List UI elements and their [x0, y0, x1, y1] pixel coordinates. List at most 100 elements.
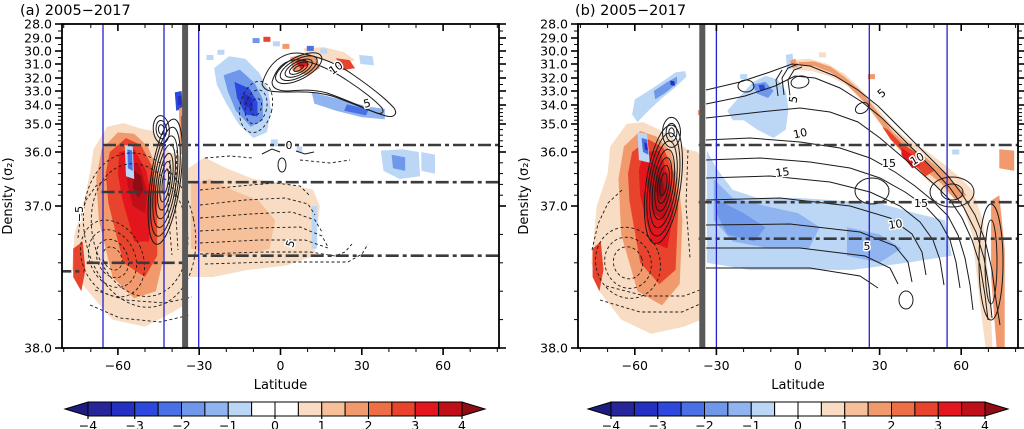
- colorbar-cell: [274, 401, 299, 417]
- contour-dashed: [77, 177, 109, 239]
- colorbar-tick-label: −4: [602, 418, 620, 429]
- contour-solid: [147, 118, 183, 245]
- y-tick-label: 32.0: [24, 71, 52, 86]
- contour-solid: [275, 52, 323, 85]
- contour-dashed: [250, 97, 263, 116]
- y-tick-label: 36.0: [540, 145, 568, 160]
- y-tick-label: 29.0: [24, 31, 52, 46]
- contour-solid: [277, 157, 287, 173]
- colorbar-tick-label: 0: [271, 418, 279, 429]
- contour-solid: [854, 177, 890, 205]
- x-tick-label: 0: [794, 358, 802, 373]
- contour-label: 5: [864, 240, 871, 253]
- contour-solid: [284, 58, 313, 78]
- colorbar-cell: [844, 401, 869, 417]
- contour-solid: [646, 132, 681, 237]
- colorbar-tick-label: 1: [841, 418, 849, 429]
- shading-blob: [296, 146, 303, 152]
- x-tick-label: 30: [872, 358, 888, 373]
- panel-title: (b) 2005−2017: [575, 3, 686, 19]
- panel-b: 5 5101015151510528.029.030.031.032.033.03…: [517, 3, 1024, 393]
- y-tick-label: 34.0: [540, 98, 568, 113]
- y-tick-label: 30.0: [540, 44, 568, 59]
- colorbar-cell: [391, 401, 416, 417]
- contour-solid: [706, 267, 879, 289]
- colorbar-tick-label: −3: [649, 418, 667, 429]
- shading-blob: [789, 58, 798, 69]
- shading-cell: [263, 36, 271, 42]
- colorbar-cell: [321, 401, 346, 417]
- shading-blob: [716, 200, 766, 242]
- contour-dashed: [244, 89, 268, 125]
- colorbar-cell: [134, 401, 159, 417]
- contour-solid: [705, 107, 989, 321]
- contour-solid: [737, 79, 755, 93]
- shading-blob: [127, 149, 133, 171]
- contour-dashed: [239, 80, 274, 133]
- contour-label: 10: [888, 217, 904, 232]
- colorbar-cell: [204, 401, 229, 417]
- y-axis-label: Density (σ₂): [517, 157, 532, 234]
- shading-blob: [901, 147, 921, 169]
- colorbar-cell: [110, 401, 136, 417]
- panel-a-plot-area: [62, 24, 499, 348]
- shading-cell: [272, 41, 280, 47]
- colorbar-tick-label: 1: [318, 418, 326, 429]
- colorbar-cell: [820, 401, 846, 417]
- colorbar-cell: [368, 401, 393, 417]
- contour-dashed: [199, 239, 329, 249]
- x-tick-label: 0: [277, 358, 285, 373]
- contour-solid: [668, 127, 675, 138]
- contour-dashed: [604, 236, 652, 289]
- x-tick-label: 30: [354, 358, 370, 373]
- contour-dashed: [591, 189, 623, 251]
- shading-blob: [311, 206, 318, 249]
- y-tick-label: 28.0: [540, 17, 568, 32]
- colorbar-cell: [727, 401, 752, 417]
- contour-solid: [288, 61, 309, 75]
- contour-solid: [665, 122, 678, 142]
- contour-solid: [898, 290, 914, 310]
- shading-blob: [999, 149, 1015, 171]
- colorbar-tick-label: −2: [172, 418, 190, 429]
- contour-dashed: [204, 243, 369, 265]
- contour-solid: [271, 59, 384, 114]
- contour-solid: [705, 175, 945, 286]
- contour-solid: [705, 63, 1001, 326]
- contour-solid: [293, 64, 305, 72]
- shading-cell: [252, 38, 260, 44]
- contour-solid: [787, 66, 803, 97]
- y-tick-label: 38.0: [24, 341, 52, 356]
- y-tick-label: 30.0: [24, 44, 52, 59]
- contour-dashed: [685, 149, 691, 259]
- y-tick-label: 35.0: [24, 117, 52, 132]
- x-tick-label: 60: [953, 358, 969, 373]
- contour-dashed: [204, 155, 253, 159]
- shading-blob: [191, 179, 276, 256]
- contour-solid: [279, 55, 318, 82]
- shading-blob: [592, 241, 604, 292]
- contour-solid: [775, 69, 783, 97]
- y-tick-label: 32.0: [540, 71, 568, 86]
- y-tick-label: 28.0: [24, 17, 52, 32]
- colorbar-left-arrow: [63, 401, 89, 417]
- y-tick-label: 35.0: [540, 117, 568, 132]
- colorbar-tick-label: 0: [794, 418, 802, 429]
- contour-solid: [781, 63, 799, 96]
- colorbar-cell: [774, 401, 799, 417]
- x-axis-label: Latitude: [771, 378, 825, 393]
- colorbar-tick-label: 4: [458, 418, 466, 429]
- contour-solid: [149, 126, 181, 237]
- colorbar-tick-label: 3: [934, 418, 942, 429]
- contour-solid: [152, 115, 170, 145]
- x-tick-label: 60: [435, 358, 451, 373]
- colorbar-tick-label: −1: [742, 418, 760, 429]
- shading-cell: [306, 45, 314, 51]
- contour-solid: [984, 219, 998, 305]
- contour-solid: [654, 157, 673, 212]
- y-tick-label: 37.0: [24, 199, 52, 214]
- colorbar-tick-label: −1: [219, 418, 237, 429]
- colorbar-cell: [87, 401, 112, 417]
- colorbar-cell: [181, 401, 206, 417]
- colorbar-cell: [157, 401, 183, 417]
